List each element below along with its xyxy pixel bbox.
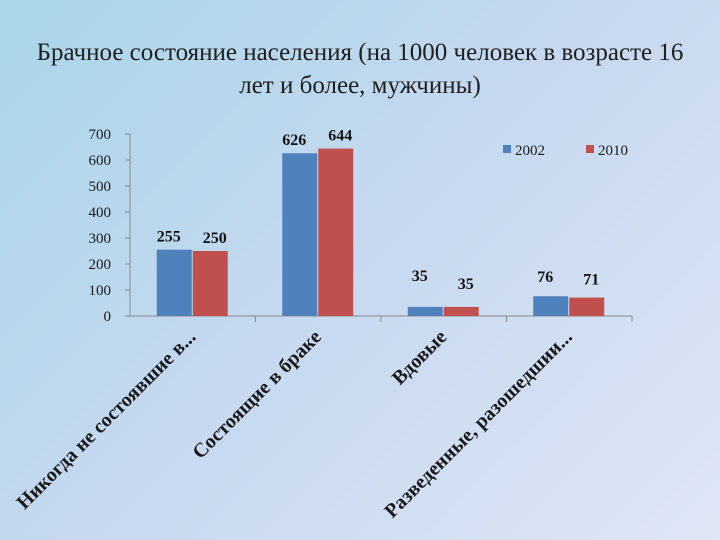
y-tick-label: 700 [89, 127, 112, 143]
y-tick-label: 400 [89, 205, 112, 221]
y-tick-label: 500 [89, 179, 112, 195]
data-label: 35 [458, 276, 474, 293]
data-label: 250 [203, 230, 227, 247]
y-tick-label: 200 [89, 257, 112, 273]
y-tick-label: 100 [89, 283, 112, 299]
bar-2002 [407, 306, 443, 316]
legend-swatch-2002 [503, 145, 511, 153]
bar-2010 [318, 148, 354, 316]
data-label: 76 [537, 269, 553, 286]
y-tick-label: 600 [89, 153, 112, 169]
bar-2010 [192, 251, 228, 316]
category-label: Состоящие в браке [188, 326, 326, 464]
data-label: 626 [282, 132, 306, 149]
legend-label: 2002 [515, 143, 545, 159]
bar-2010 [443, 306, 479, 316]
bar-2002 [156, 249, 192, 316]
data-label: 255 [157, 229, 181, 246]
bar-2002 [533, 296, 569, 316]
bar-2010 [569, 297, 605, 316]
data-label: 71 [583, 272, 599, 289]
legend-label: 2010 [598, 143, 628, 159]
data-label: 644 [328, 128, 352, 145]
category-label: Вдовые [388, 326, 452, 390]
slide-title: Брачное состояние населения (на 1000 чел… [36, 39, 684, 99]
legend-swatch-2010 [586, 145, 594, 153]
y-tick-label: 0 [104, 309, 112, 325]
data-label: 35 [412, 268, 428, 285]
y-tick-label: 300 [89, 231, 112, 247]
bar-2002 [282, 153, 318, 316]
category-label: Никогда не состоявшие в... [12, 326, 200, 514]
